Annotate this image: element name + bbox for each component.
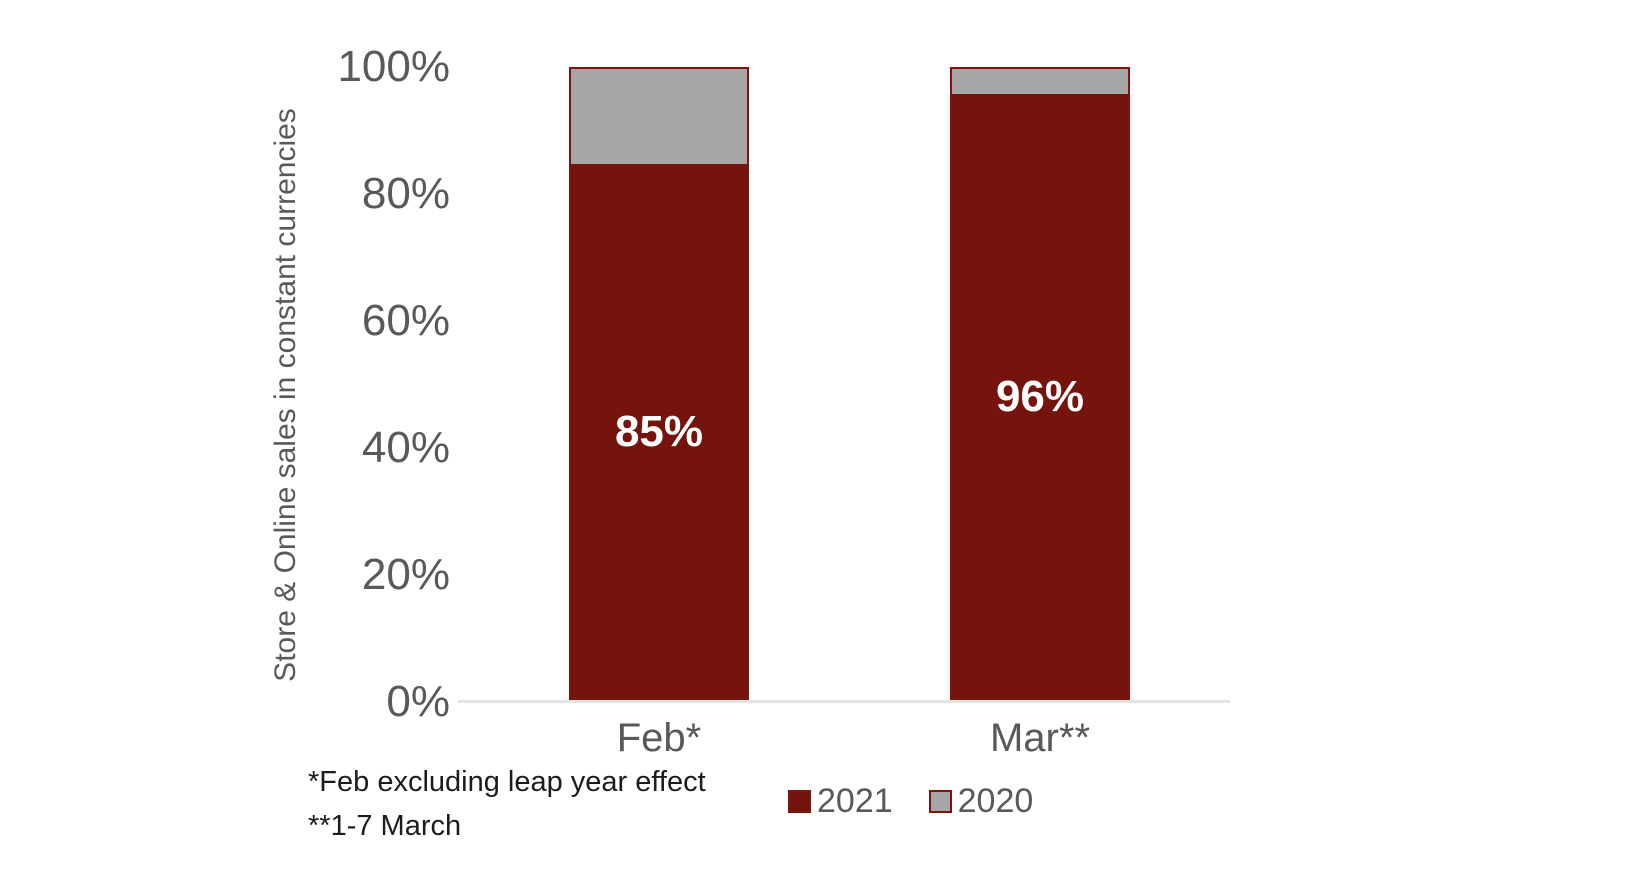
legend-label-2021: 2021 [817,782,893,820]
footnote-feb: *Feb excluding leap year effect [308,766,706,798]
legend-label-2020: 2020 [957,782,1034,820]
segment-2020-Mar [952,69,1128,95]
legend-item-2020: 2020 [928,782,1034,821]
x-axis-line [458,700,1230,703]
x-label-Mar: Mar** [989,716,1091,760]
segment-2020-Feb [571,69,747,165]
legend-swatch-2021 [788,790,811,813]
bar-Feb: 85% [569,67,749,702]
footnotes: *Feb excluding leap year effect **1-7 Ma… [308,760,706,848]
chart-legend: 2021 2020 [788,782,1033,821]
y-tick-60: 60% [361,296,450,345]
footnote-march: **1-7 March [308,810,462,842]
segment-2021-Mar: 96% [952,94,1128,700]
data-label-Mar: 96% [995,372,1085,422]
y-tick-0: 0% [386,677,450,726]
y-tick-40: 40% [361,423,450,472]
data-label-Feb: 85% [614,407,704,457]
y-tick-80: 80% [361,169,450,218]
bar-Mar: 96% [950,67,1130,702]
y-tick-20: 20% [361,550,450,599]
y-tick-100: 100% [337,42,450,91]
legend-item-2021: 2021 [788,782,893,821]
x-label-Feb: Feb* [616,716,702,760]
legend-swatch-2020 [928,790,952,813]
segment-2021-Feb: 85% [571,164,747,700]
